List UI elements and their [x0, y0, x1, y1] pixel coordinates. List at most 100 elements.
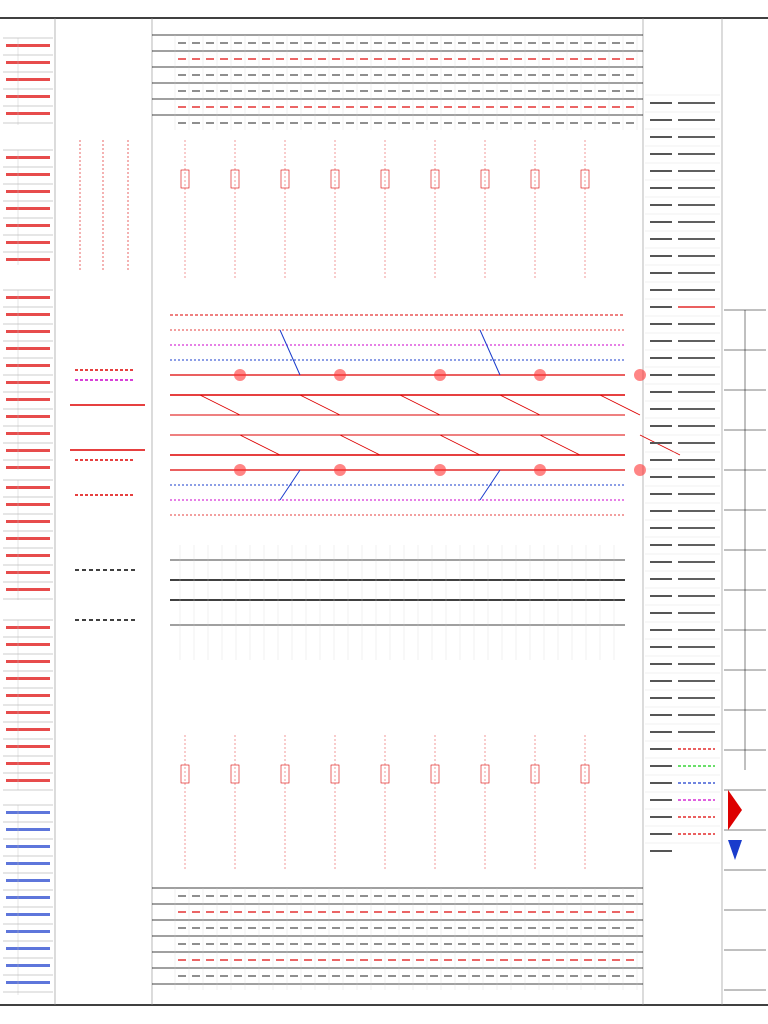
legend-label — [650, 255, 672, 257]
table-cell-text — [388, 943, 396, 945]
table-cell-text — [472, 927, 480, 929]
table-cell-text — [220, 90, 228, 92]
legend-label — [650, 816, 672, 818]
table-cell-text — [598, 106, 606, 108]
table-cell-text — [458, 927, 466, 929]
table-cell-text — [318, 943, 326, 945]
table-cell-text — [514, 895, 522, 897]
table-cell-text — [248, 122, 256, 124]
table-cell-text — [430, 895, 438, 897]
table-cell-text — [374, 42, 382, 44]
table-cell-text — [346, 58, 354, 60]
table-cell-text — [430, 90, 438, 92]
table-cell-text — [472, 122, 480, 124]
table-cell-text — [276, 42, 284, 44]
table-cell-text — [388, 975, 396, 977]
table-cell-text — [416, 943, 424, 945]
table-cell-text — [556, 911, 564, 913]
table-cell-text — [360, 943, 368, 945]
legend-label — [650, 136, 672, 138]
crossover — [399, 394, 441, 416]
table-cell-text — [542, 943, 550, 945]
table-cell-text — [374, 58, 382, 60]
table-cell-text — [598, 959, 606, 961]
legend-label — [650, 765, 672, 767]
table-cell-text — [416, 42, 424, 44]
table-cell-text — [430, 58, 438, 60]
table-cell-text — [192, 959, 200, 961]
legend-label — [650, 187, 672, 189]
signal-head — [380, 169, 390, 189]
table-cell-text — [570, 58, 578, 60]
table-cell-text — [598, 122, 606, 124]
table-cell-text — [430, 122, 438, 124]
legend-label — [650, 119, 672, 121]
table-cell-text — [234, 90, 242, 92]
legend-label — [650, 408, 672, 410]
table-cell-text — [248, 74, 256, 76]
table-cell-text — [332, 58, 340, 60]
table-cell-text — [6, 660, 50, 663]
table-cell-text — [500, 122, 508, 124]
table-cell-text — [178, 42, 186, 44]
table-cell-text — [584, 122, 592, 124]
legend-label — [650, 323, 672, 325]
table-cell-text — [234, 943, 242, 945]
legend-label — [650, 476, 672, 478]
table-cell-text — [472, 975, 480, 977]
table-cell-text — [486, 90, 494, 92]
crossover — [299, 394, 341, 416]
logo-blue — [728, 840, 742, 860]
table-cell-text — [486, 895, 494, 897]
legend-label — [650, 646, 672, 648]
table-cell-text — [6, 745, 50, 748]
legend-label — [650, 102, 672, 104]
table-cell-text — [220, 122, 228, 124]
table-cell-text — [584, 911, 592, 913]
table-cell-text — [612, 975, 620, 977]
table-cell-text — [6, 981, 50, 984]
table-cell-text — [276, 58, 284, 60]
table-cell-text — [6, 347, 50, 350]
table-cell-text — [388, 911, 396, 913]
table-cell-text — [360, 927, 368, 929]
signal-head — [380, 764, 390, 784]
table-cell-text — [402, 943, 410, 945]
table-cell-text — [374, 911, 382, 913]
table-cell-text — [556, 943, 564, 945]
table-cell-text — [486, 122, 494, 124]
blue-link — [279, 329, 301, 376]
table-cell-text — [528, 90, 536, 92]
legend-label — [650, 544, 672, 546]
table-cell-text — [6, 694, 50, 697]
legend-label — [650, 833, 672, 835]
table-cell-text — [556, 90, 564, 92]
table-cell-text — [318, 122, 326, 124]
table-cell-text — [304, 911, 312, 913]
table-cell-text — [416, 927, 424, 929]
table-cell-text — [472, 911, 480, 913]
table-cell-text — [472, 106, 480, 108]
table-cell-text — [318, 975, 326, 977]
table-cell-text — [6, 930, 50, 933]
table-cell-text — [514, 122, 522, 124]
table-cell-text — [248, 911, 256, 913]
table-cell-text — [556, 895, 564, 897]
table-cell-text — [612, 42, 620, 44]
table-cell-text — [626, 895, 634, 897]
table-cell-text — [234, 74, 242, 76]
table-cell-text — [388, 959, 396, 961]
table-cell-text — [486, 106, 494, 108]
table-cell-text — [290, 74, 298, 76]
table-cell-text — [388, 42, 396, 44]
signal-head — [230, 764, 240, 784]
table-cell-text — [206, 74, 214, 76]
table-cell-text — [248, 106, 256, 108]
crossover — [539, 434, 581, 456]
table-cell-text — [192, 74, 200, 76]
table-cell-text — [570, 74, 578, 76]
table-cell-text — [318, 895, 326, 897]
table-cell-text — [360, 911, 368, 913]
table-cell-text — [528, 959, 536, 961]
table-cell-text — [430, 74, 438, 76]
